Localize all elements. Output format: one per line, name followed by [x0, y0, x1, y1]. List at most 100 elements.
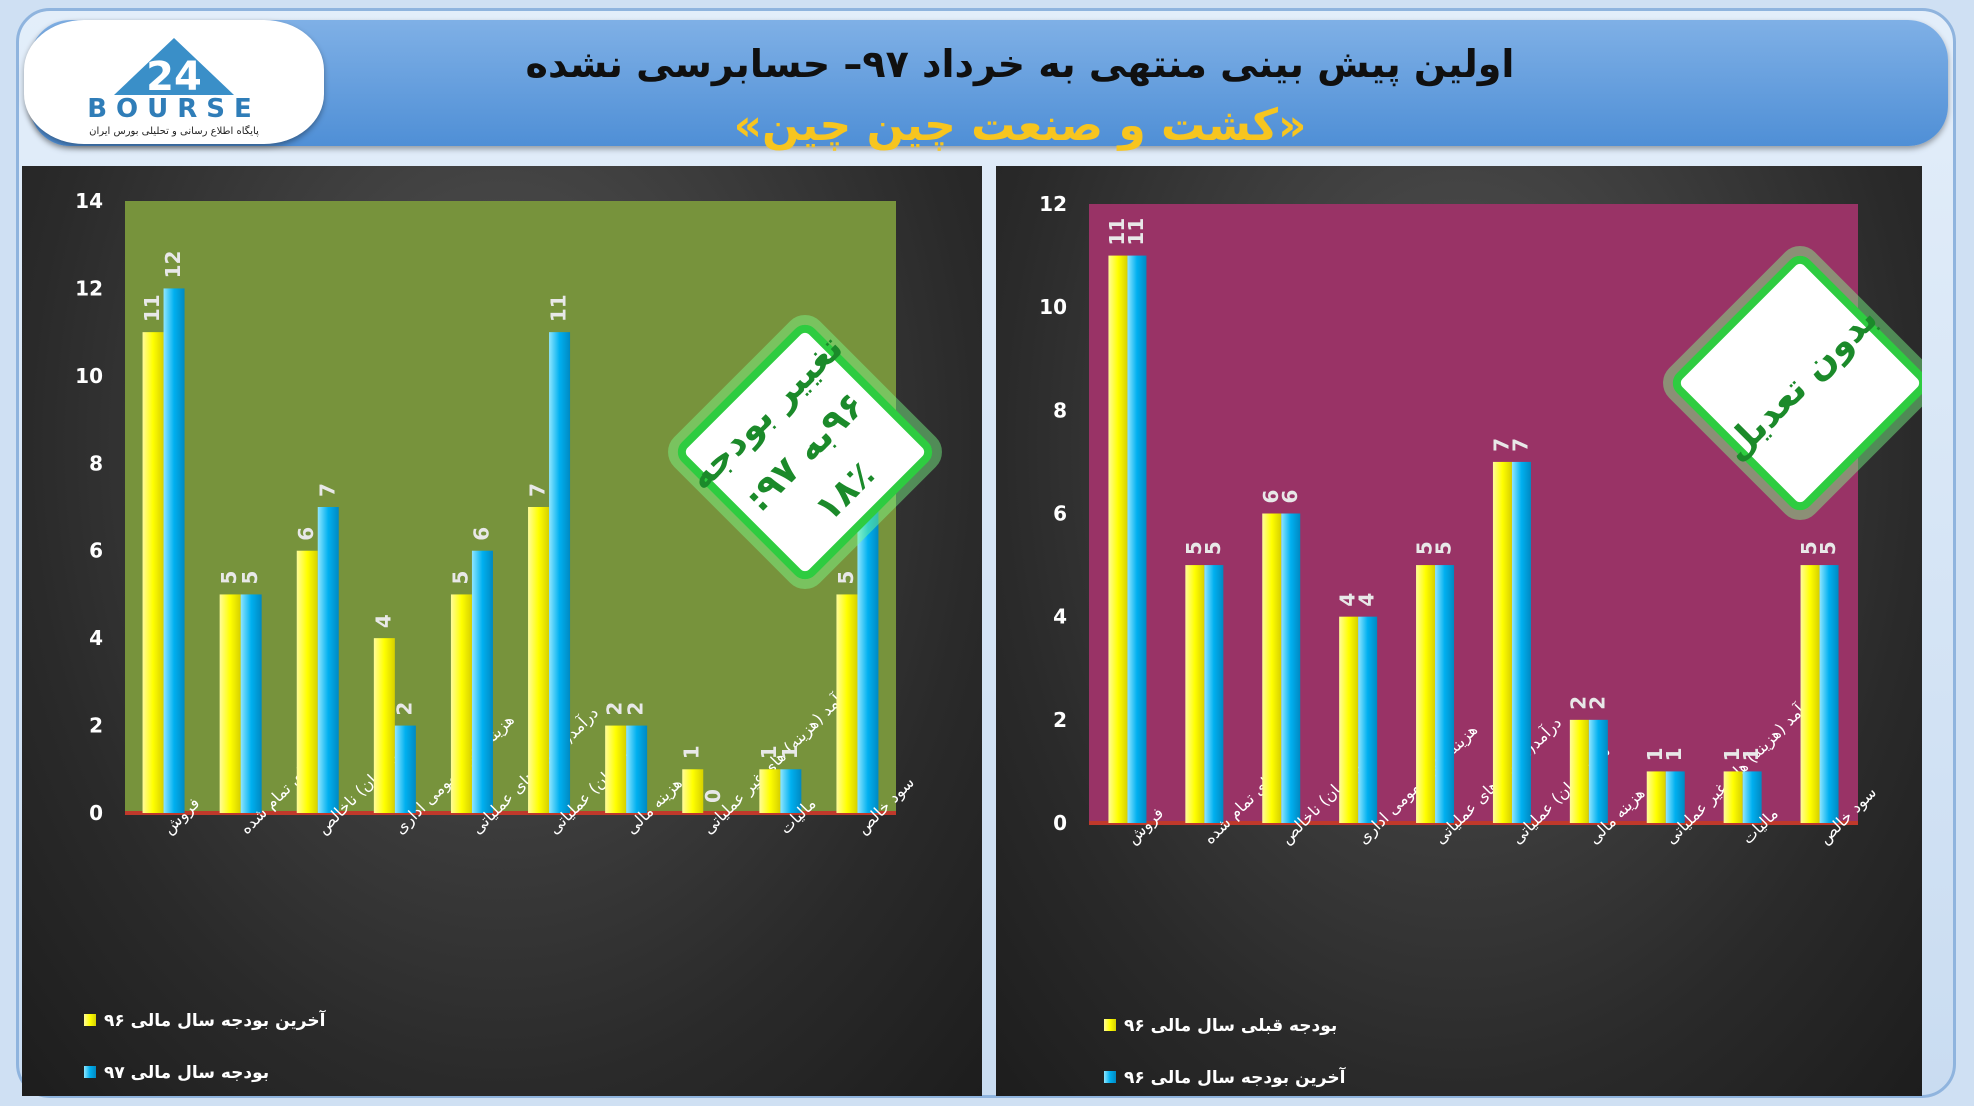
y-tick-label: 4 — [1053, 605, 1067, 629]
data-label: 1 — [1739, 747, 1763, 761]
bar-series-1 — [1800, 565, 1820, 823]
y-tick-label: 10 — [75, 364, 103, 388]
badge-glow — [1663, 246, 1937, 520]
y-tick-label: 6 — [1053, 502, 1067, 526]
bar-series-2 — [163, 288, 185, 813]
data-label: 1 — [1662, 747, 1686, 761]
bar-series-1 — [142, 332, 164, 813]
bar-series-2 — [1435, 565, 1455, 823]
bar-series-2 — [549, 332, 571, 813]
logo-caption: پایگاه اطلاع رسانی و تحلیلی بورس ایران — [89, 125, 259, 137]
bar-series-1 — [219, 594, 241, 813]
y-tick-label: 14 — [75, 189, 103, 213]
data-label: 5 — [238, 571, 262, 585]
y-tick-label: 10 — [1039, 295, 1067, 319]
bar-series-2 — [317, 507, 339, 813]
bar-series-2 — [1665, 771, 1685, 823]
bar-series-1 — [1339, 616, 1359, 823]
legend-label: بودجه سال مالی ۹۷ — [104, 1063, 269, 1083]
bourse24-logo: 24 BOURSE پایگاه اطلاع رسانی و تحلیلی بو… — [24, 20, 324, 144]
badge-glow — [668, 315, 942, 589]
legend-swatch-2 — [84, 1066, 96, 1078]
data-label: 11 — [1124, 218, 1148, 246]
data-label: 6 — [1259, 490, 1283, 504]
callout-badge: بدون تعدیل — [1663, 246, 1937, 520]
bar-series-1 — [1185, 565, 1205, 823]
data-label: 2 — [392, 702, 416, 716]
legend-label: بودجه قبلی سال مالی ۹۶ — [1124, 1016, 1337, 1036]
bar-series-1 — [759, 769, 781, 813]
data-label: 5 — [1797, 541, 1821, 555]
bar-series-1 — [1416, 565, 1436, 823]
y-tick-label: 8 — [1053, 398, 1067, 422]
y-tick-label: 2 — [89, 714, 103, 738]
logo-number: 24 — [146, 54, 202, 100]
data-label: 5 — [217, 571, 241, 585]
bar-series-2 — [1204, 565, 1224, 823]
y-tick-label: 4 — [89, 626, 103, 650]
bar-series-1 — [1108, 255, 1128, 823]
bar-series-2 — [626, 725, 648, 813]
bar-series-2 — [1358, 616, 1378, 823]
data-label: 5 — [1413, 541, 1437, 555]
data-label: 2 — [1566, 696, 1590, 710]
bar-series-2 — [780, 769, 802, 813]
header-banner: اولین پیش بینی منتهی به خرداد ۹۷– حسابرس… — [30, 20, 1948, 151]
data-label: 11 — [1105, 218, 1129, 246]
bar-series-2 — [1588, 719, 1608, 823]
y-tick-label: 8 — [89, 451, 103, 475]
data-label: 5 — [834, 571, 858, 585]
data-label: 7 — [1508, 438, 1532, 452]
left-chart-panel: 0 2 4 6 8 10 12 14 11 12 فروش 5 5 بهای تمام شده 6 7 سود … — [22, 166, 982, 1096]
bar-series-2 — [857, 507, 879, 813]
data-label: 1 — [778, 745, 802, 759]
data-label: 5 — [1432, 541, 1456, 555]
badge-box — [677, 324, 933, 580]
bar-series-2 — [1281, 513, 1301, 823]
data-label: 6 — [294, 527, 318, 541]
data-label: 11 — [547, 294, 571, 322]
data-label: 7 — [1489, 438, 1513, 452]
data-label: 7 — [526, 483, 550, 497]
legend-swatch-1 — [84, 1014, 96, 1026]
bar-series-2 — [1127, 255, 1147, 823]
data-label: 2 — [603, 702, 627, 716]
data-label: 1 — [757, 745, 781, 759]
data-label: 4 — [371, 614, 395, 628]
y-tick-label: 0 — [1053, 811, 1067, 835]
data-label: 4 — [1355, 593, 1379, 607]
data-label: 5 — [448, 571, 472, 585]
bar-series-2 — [1742, 771, 1762, 823]
data-label: 6 — [1278, 490, 1302, 504]
bar-series-2 — [471, 550, 493, 813]
data-label: 7 — [315, 483, 339, 497]
y-tick-label: 2 — [1053, 708, 1067, 732]
right-chart-panel: 0 2 4 6 8 10 12 11 11 فروش 5 5 بهای تمام شده 6 6 سود (ز… — [996, 166, 1937, 1096]
badge-box — [1672, 255, 1928, 511]
bar-series-1 — [450, 594, 472, 813]
page-title: اولین پیش بینی منتهی به خرداد ۹۷– حسابرس… — [525, 42, 1515, 86]
data-label: 5 — [1816, 541, 1840, 555]
logo-wordmark: BOURSE — [87, 94, 261, 124]
data-label: 2 — [1585, 696, 1609, 710]
bar-series-2 — [1819, 565, 1839, 823]
data-label: 4 — [1336, 593, 1360, 607]
legend-swatch-2 — [1104, 1071, 1116, 1083]
data-label: 2 — [624, 702, 648, 716]
data-label: 1 — [1720, 747, 1744, 761]
legend-label: آخرین بودجه سال مالی ۹۶ — [1124, 1066, 1347, 1088]
data-label: 12 — [161, 251, 185, 279]
legend-swatch-1 — [1104, 1019, 1116, 1031]
bar-series-1 — [1569, 719, 1589, 823]
bar-series-1 — [682, 769, 704, 813]
bar-series-1 — [1492, 461, 1512, 823]
data-label: 1 — [680, 745, 704, 759]
data-label: 0 — [701, 789, 725, 803]
bar-series-2 — [240, 594, 262, 813]
bar-series-1 — [528, 507, 550, 813]
data-label: 6 — [469, 527, 493, 541]
y-tick-label: 12 — [75, 276, 103, 300]
